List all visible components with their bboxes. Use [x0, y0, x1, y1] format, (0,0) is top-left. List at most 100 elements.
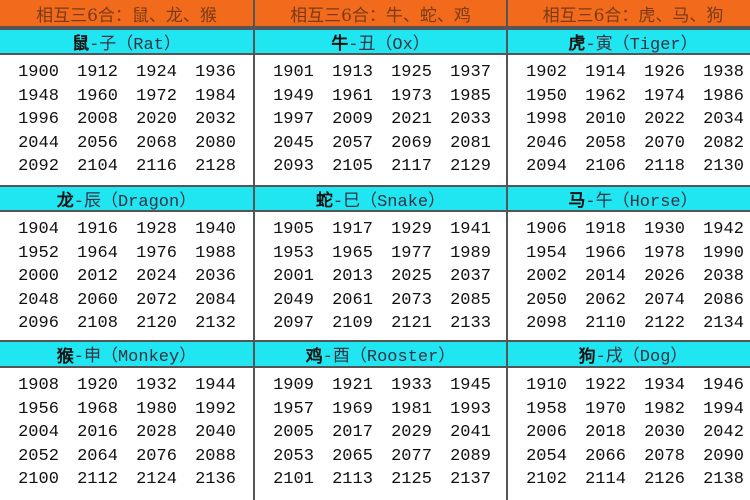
year-cell: 1925	[391, 63, 432, 82]
year-cell: 2138	[703, 470, 744, 489]
year-cell: 2082	[703, 133, 744, 153]
year-cell: 2029	[391, 423, 432, 442]
year-cell: 1948	[18, 86, 59, 106]
year-cell: 2072	[136, 290, 177, 310]
year-cell: 2092	[18, 157, 59, 176]
year-cell: 2006	[526, 423, 567, 442]
year-cell: 1962	[585, 86, 626, 106]
year-cell: 2022	[644, 110, 685, 129]
group-header: 相互三6合：虎、马、狗	[508, 0, 750, 28]
year-cell: 1972	[136, 86, 177, 106]
year-list: 1902 1914 1926 1938 1950 1962 1974 1986 1998 2010…	[508, 55, 750, 185]
year-cell: 2052	[18, 446, 59, 466]
year-cell: 2078	[644, 446, 685, 466]
year-cell: 2000	[18, 267, 59, 286]
animal-branch: -辰（Dragon）	[73, 192, 197, 212]
year-cell: 2014	[585, 267, 626, 286]
year-cell: 2062	[585, 290, 626, 310]
year-cell: 2046	[526, 133, 567, 153]
year-cell: 1989	[450, 243, 491, 263]
year-cell: 1933	[391, 376, 432, 395]
year-cell: 1988	[195, 243, 236, 263]
year-cell: 2066	[585, 446, 626, 466]
year-cell: 2034	[703, 110, 744, 129]
year-cell: 1913	[332, 63, 373, 82]
year-cell: 1922	[585, 376, 626, 395]
animal-header: 牛 -丑（Ox）	[255, 28, 508, 55]
animal-branch: -寅（Tiger）	[585, 35, 698, 55]
year-cell: 1901	[273, 63, 314, 82]
group-header: 相互三6合：牛、蛇、鸡	[255, 0, 508, 28]
year-cell: 2017	[332, 423, 373, 442]
animal-name: 牛	[331, 34, 349, 54]
year-cell: 2105	[332, 157, 373, 176]
animal-branch: -午（Horse）	[585, 192, 698, 212]
year-cell: 2061	[332, 290, 373, 310]
year-cell: 1966	[585, 243, 626, 263]
year-cell: 1909	[273, 376, 314, 395]
year-cell: 2076	[136, 446, 177, 466]
year-cell: 2012	[77, 267, 118, 286]
year-cell: 1964	[77, 243, 118, 263]
year-cell: 2117	[391, 157, 432, 176]
year-cell: 1970	[585, 399, 626, 419]
year-cell: 1992	[195, 399, 236, 419]
year-cell: 2136	[195, 470, 236, 489]
year-cell: 1944	[195, 376, 236, 395]
year-cell: 1958	[526, 399, 567, 419]
animal-name: 虎	[568, 34, 586, 54]
animal-name: 狗	[578, 346, 596, 367]
year-cell: 2097	[273, 314, 314, 333]
year-cell: 1956	[18, 399, 59, 419]
year-cell: 1980	[136, 399, 177, 419]
year-cell: 2024	[136, 267, 177, 286]
year-cell: 2129	[450, 157, 491, 176]
animal-name: 龙	[56, 191, 74, 211]
animal-name: 马	[568, 191, 586, 211]
animal-header: 狗 -戌（Dog）	[508, 340, 750, 368]
year-cell: 2101	[273, 470, 314, 489]
year-cell: 1976	[136, 243, 177, 263]
year-cell: 2058	[585, 133, 626, 153]
year-cell: 2008	[77, 110, 118, 129]
year-cell: 2033	[450, 110, 491, 129]
animal-header: 虎 -寅（Tiger）	[508, 28, 750, 55]
year-cell: 2049	[273, 290, 314, 310]
year-cell: 1928	[136, 220, 177, 239]
animal-branch: -酉（Rooster）	[322, 348, 456, 367]
year-cell: 2137	[450, 470, 491, 489]
year-cell: 2040	[195, 423, 236, 442]
year-cell: 2121	[391, 314, 432, 333]
animal-name: 鼠	[72, 34, 90, 54]
year-cell: 1998	[526, 110, 567, 129]
year-cell: 1952	[18, 243, 59, 263]
year-cell: 2118	[644, 157, 685, 176]
year-cell: 1932	[136, 376, 177, 395]
year-cell: 2030	[644, 423, 685, 442]
year-cell: 1968	[77, 399, 118, 419]
year-list: 1909 1921 1933 1945 1957 1969 1981 1993 2005 2017…	[255, 368, 508, 500]
animal-branch: -申（Monkey）	[73, 348, 197, 367]
animal-header: 龙 -辰（Dragon）	[0, 185, 255, 212]
year-cell: 1902	[526, 63, 567, 82]
year-cell: 2037	[450, 267, 491, 286]
animal-branch: -戌（Dog）	[595, 348, 688, 367]
year-cell: 2036	[195, 267, 236, 286]
year-cell: 2081	[450, 133, 491, 153]
year-list: 1901 1913 1925 1937 1949 1961 1973 1985 1997 2009…	[255, 55, 508, 185]
year-cell: 1921	[332, 376, 373, 395]
year-cell: 2042	[703, 423, 744, 442]
year-cell: 2093	[273, 157, 314, 176]
year-list: 1908 1920 1932 1944 1956 1968 1980 1992 2004 2016…	[0, 368, 255, 500]
year-cell: 2026	[644, 267, 685, 286]
year-cell: 1957	[273, 399, 314, 419]
year-cell: 2098	[526, 314, 567, 333]
year-cell: 2013	[332, 267, 373, 286]
year-cell: 2112	[77, 470, 118, 489]
year-cell: 2070	[644, 133, 685, 153]
year-cell: 2056	[77, 133, 118, 153]
year-cell: 1912	[77, 63, 118, 82]
year-cell: 1906	[526, 220, 567, 239]
year-cell: 2134	[703, 314, 744, 333]
